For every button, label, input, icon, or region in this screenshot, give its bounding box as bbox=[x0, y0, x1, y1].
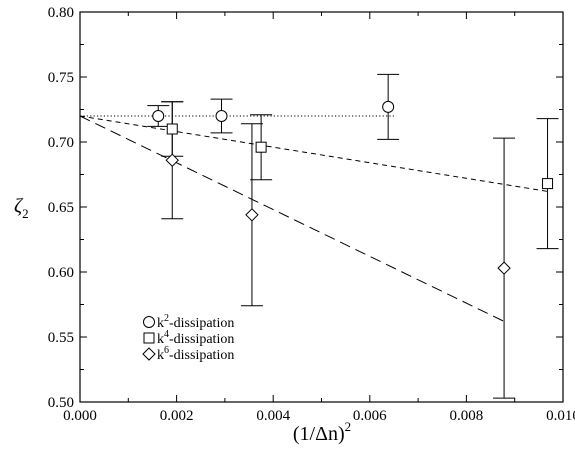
legend-label-rest: -dissipation bbox=[169, 332, 234, 347]
x-tick-label: 0.004 bbox=[256, 408, 290, 424]
legend-label-base: k bbox=[157, 332, 164, 347]
legend-label-sup: 2 bbox=[164, 313, 169, 324]
x-tick-label: 0.006 bbox=[353, 408, 387, 424]
legend-label-rest: -dissipation bbox=[169, 348, 234, 363]
y-tick-label: 0.65 bbox=[48, 200, 74, 216]
data-point bbox=[152, 110, 165, 122]
data-point bbox=[382, 100, 395, 113]
data-markers bbox=[152, 100, 554, 275]
data-point bbox=[166, 123, 178, 135]
data-point bbox=[165, 153, 179, 167]
legend-label-sup: 4 bbox=[164, 329, 169, 340]
data-point bbox=[215, 110, 228, 122]
y-tick-label: 0.60 bbox=[48, 265, 74, 281]
legend-label: k6-dissipation bbox=[157, 345, 234, 363]
legend-label: k2-dissipation bbox=[157, 313, 234, 331]
legend-label-base: k bbox=[157, 316, 164, 331]
y-tick-label: 0.55 bbox=[48, 330, 74, 346]
legend-marker bbox=[143, 332, 155, 344]
x-tick-label: 0.008 bbox=[450, 408, 484, 424]
axis-ticks: 0.000 0.002 0.004 0.006 0.008 0.010 0.50 0.55 0.… bbox=[48, 5, 575, 424]
x-axis-title-sup: 2 bbox=[345, 419, 352, 434]
legend-label-base: k bbox=[157, 348, 164, 363]
y-tick-label: 0.75 bbox=[48, 70, 74, 86]
legend-label-rest: -dissipation bbox=[169, 316, 234, 331]
fit-lines bbox=[79, 115, 548, 322]
x-axis-title: (1/Δn)2 bbox=[293, 419, 351, 445]
legend-label: k4-dissipation bbox=[157, 329, 234, 347]
data-point bbox=[245, 208, 259, 222]
x-tick-label: 0.002 bbox=[160, 408, 194, 424]
fit-line bbox=[79, 115, 505, 322]
y-axis-title-sub: 2 bbox=[22, 206, 29, 221]
data-point bbox=[255, 141, 267, 153]
data-point bbox=[542, 178, 554, 190]
data-point bbox=[497, 261, 511, 275]
y-axis-title-main: ζ bbox=[14, 195, 24, 217]
legend-marker bbox=[143, 316, 155, 328]
x-tick-label: 0.000 bbox=[63, 408, 97, 424]
y-tick-label: 0.80 bbox=[48, 5, 74, 21]
legend-marker bbox=[142, 347, 156, 361]
legend: k2-dissipationk4-dissipationk6-dissipati… bbox=[142, 313, 234, 363]
y-tick-label: 0.70 bbox=[48, 135, 74, 151]
x-axis-title-main: (1/Δn) bbox=[293, 423, 345, 445]
x-tick-label: 0.010 bbox=[546, 408, 575, 424]
legend-label-sup: 6 bbox=[164, 345, 169, 356]
y-axis-title: ζ2 bbox=[14, 195, 29, 221]
fit-line bbox=[79, 115, 548, 192]
y-tick-label: 0.50 bbox=[48, 395, 74, 411]
